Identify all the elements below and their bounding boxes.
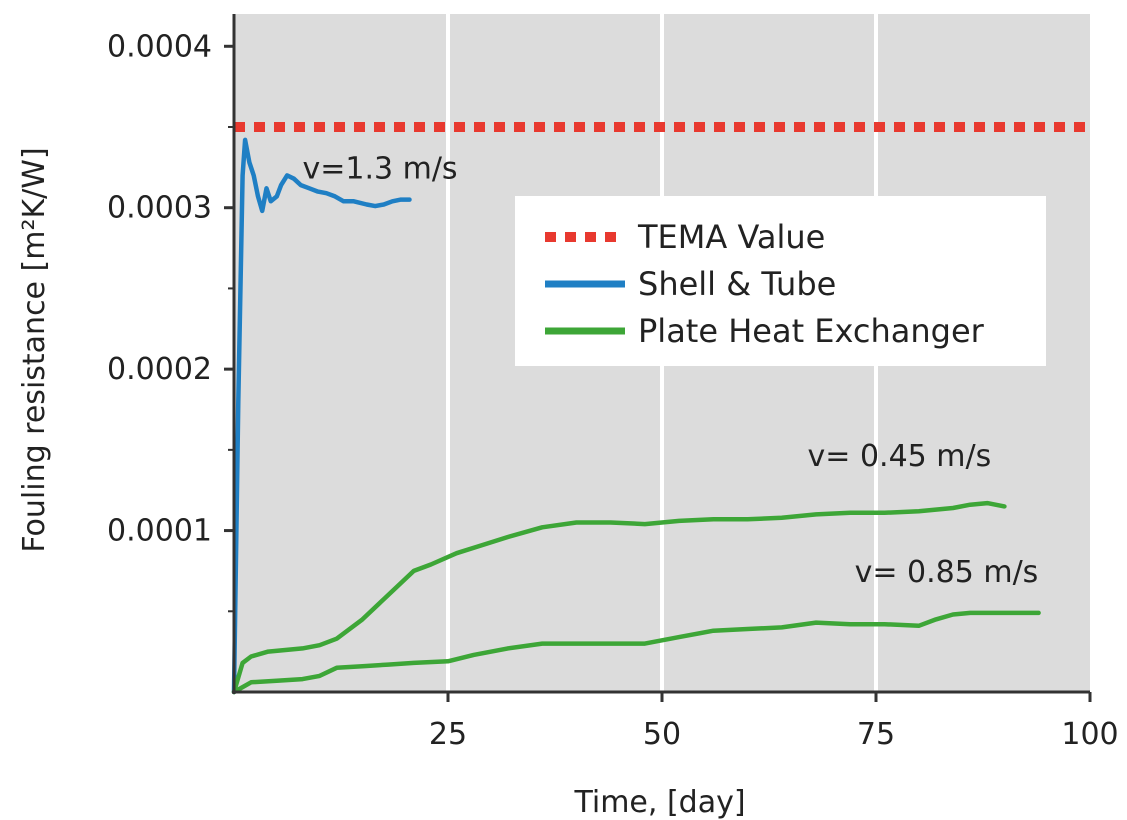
annotation-v-0-85-m-s: v= 0.85 m/s <box>855 555 1039 590</box>
series-line-shell-tube <box>231 137 412 695</box>
series-lines <box>231 122 1090 695</box>
y-tick-label-1: 0.0002 <box>107 352 212 387</box>
y-tick-label-3: 0.0004 <box>107 29 212 64</box>
legend: TEMA Value Shell & Tube Plate Heat Excha… <box>515 196 1046 366</box>
y-axis-title: Fouling resistance [m²K/W] <box>17 147 52 552</box>
x-tick-label-25: 25 <box>429 717 467 752</box>
legend-label-plate-heat-exchanger: Plate Heat Exchanger <box>638 312 985 350</box>
x-axis-title: Time, [day] <box>573 785 745 820</box>
series-line-v-0-45-m-s <box>231 500 1007 695</box>
legend-label-shell-tube: Shell & Tube <box>638 265 836 303</box>
y-tick-label-2: 0.0003 <box>107 191 212 226</box>
legend-label-tema: TEMA Value <box>637 218 825 256</box>
line-annotations: v=1.3 m/s v= 0.45 m/s v= 0.85 m/s <box>302 152 1038 591</box>
y-tick-label-0: 0.0001 <box>107 514 212 549</box>
series-line-v-0-85-m-s <box>231 610 1041 695</box>
annotation-v-1-3-m-s: v=1.3 m/s <box>302 152 457 187</box>
annotation-v-0-45-m-s: v= 0.45 m/s <box>808 439 992 474</box>
x-tick-label-75: 75 <box>857 717 895 752</box>
x-tick-label-100: 100 <box>1061 717 1118 752</box>
x-tick-label-50: 50 <box>643 717 681 752</box>
axes: 25 50 75 100 0.0001 0.0002 0.0003 0.0004 <box>107 14 1119 752</box>
